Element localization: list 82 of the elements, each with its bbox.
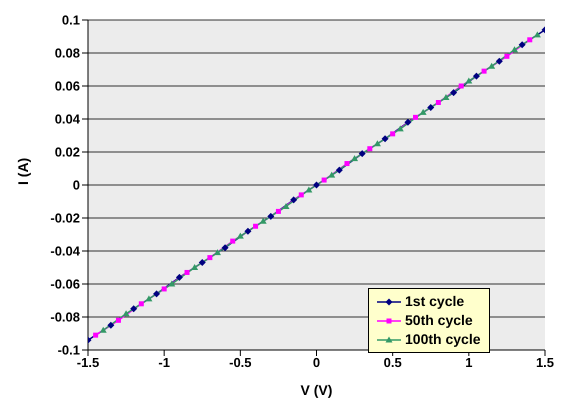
point (230, 238, 236, 244)
point (276, 208, 281, 214)
point (153, 290, 160, 298)
y-tick-label: 0.04 (54, 112, 81, 127)
point (267, 212, 274, 220)
point (191, 264, 198, 270)
y-tick-label: -0.06 (50, 276, 80, 292)
point (404, 118, 412, 126)
point (482, 68, 487, 74)
y-tick-label: 0.08 (54, 46, 80, 61)
point (138, 301, 144, 306)
point (518, 41, 526, 48)
point (465, 78, 472, 84)
legend-label: 1st cycle (405, 292, 464, 311)
y-tick-label: -0.08 (50, 310, 80, 325)
point (107, 322, 114, 329)
y-tick-label: 0.02 (54, 144, 80, 160)
point (442, 94, 450, 100)
point (244, 228, 252, 235)
point (413, 114, 418, 120)
point (130, 305, 138, 312)
point (390, 131, 396, 136)
point (290, 196, 298, 204)
x-tick-label: 1.5 (536, 355, 554, 370)
point (93, 332, 98, 338)
point (427, 104, 434, 111)
point (305, 186, 312, 192)
point (382, 135, 389, 142)
point (176, 274, 183, 281)
point (298, 192, 304, 198)
point (488, 62, 496, 69)
x-tick-label: 0 (312, 355, 320, 370)
point (184, 270, 190, 275)
point (222, 244, 229, 252)
y-tick-label: -0.1 (58, 342, 80, 358)
point (236, 232, 244, 239)
y-tick-label: -0.04 (50, 244, 81, 259)
x-tick-label: -0.5 (229, 355, 252, 370)
point (351, 155, 358, 162)
point (122, 310, 130, 316)
point (313, 182, 320, 188)
point (328, 172, 336, 178)
x-tick-label: -1 (158, 355, 170, 370)
point (420, 108, 427, 115)
point (282, 202, 290, 209)
point (511, 46, 518, 52)
point (472, 72, 480, 80)
point (436, 100, 441, 105)
y-tick-label: 0.06 (54, 78, 80, 94)
point (336, 166, 343, 174)
point (458, 84, 464, 88)
legend-label: 100th cycle (405, 330, 480, 349)
point (322, 178, 327, 183)
y-tick-label: 0 (72, 178, 80, 193)
y-tick-label: -0.02 (50, 210, 80, 226)
y-axis-title: I (A) (14, 158, 31, 185)
point (198, 259, 206, 266)
point (396, 125, 404, 132)
point (358, 150, 366, 158)
x-axis-title: V (V) (300, 382, 332, 398)
x-tick-label: 0.5 (384, 355, 402, 370)
point (116, 318, 121, 323)
point (450, 89, 458, 96)
legend-label: 50th cycle (405, 311, 473, 330)
point (260, 218, 267, 224)
point (504, 54, 510, 59)
point (534, 31, 541, 38)
point (374, 140, 381, 146)
point (344, 161, 350, 166)
point (100, 326, 107, 333)
x-tick-label: -1.5 (76, 355, 100, 370)
point (496, 58, 503, 65)
point (253, 224, 258, 229)
point (162, 286, 167, 292)
point (145, 295, 152, 302)
point (527, 37, 532, 42)
point (214, 249, 221, 256)
point (367, 146, 372, 152)
y-tick-label: 0.1 (62, 12, 80, 28)
x-tick-label: 1 (465, 355, 472, 370)
point (168, 280, 176, 286)
point (207, 255, 212, 260)
